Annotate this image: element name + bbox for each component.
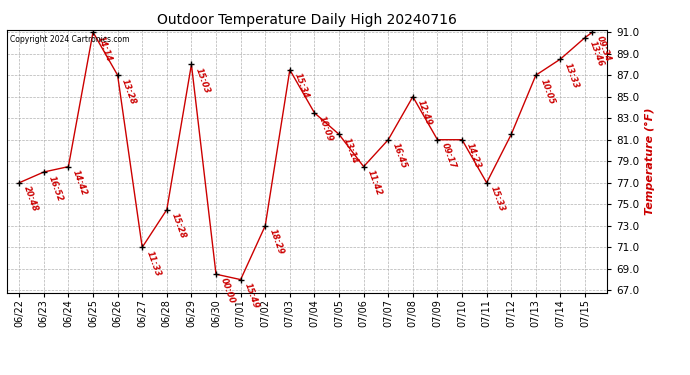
Text: 10:05: 10:05 [538, 77, 556, 106]
Text: 13:33: 13:33 [563, 61, 580, 90]
Text: 16:45: 16:45 [391, 142, 408, 170]
Text: 11:42: 11:42 [366, 169, 384, 197]
Text: 14:42: 14:42 [71, 169, 88, 197]
Text: 09:34: 09:34 [595, 34, 613, 63]
Text: 12:49: 12:49 [415, 99, 433, 127]
Text: 11:33: 11:33 [145, 249, 162, 278]
Text: 20:48: 20:48 [21, 185, 39, 213]
Text: 13:14: 13:14 [342, 136, 359, 165]
Text: 13:28: 13:28 [120, 77, 138, 106]
Text: 15:34: 15:34 [293, 72, 310, 100]
Text: Copyright 2024 Cartronics.com: Copyright 2024 Cartronics.com [10, 35, 130, 44]
Text: 15:33: 15:33 [489, 185, 506, 213]
Text: 09:17: 09:17 [440, 142, 457, 170]
Text: 13:46: 13:46 [587, 40, 605, 68]
Text: 15:49: 15:49 [243, 282, 261, 310]
Title: Outdoor Temperature Daily High 20240716: Outdoor Temperature Daily High 20240716 [157, 13, 457, 27]
Text: 18:29: 18:29 [268, 228, 286, 256]
Y-axis label: Temperature (°F): Temperature (°F) [645, 108, 655, 215]
Text: 00:00: 00:00 [219, 276, 236, 305]
Text: 15:03: 15:03 [194, 67, 212, 95]
Text: 10:09: 10:09 [317, 115, 335, 143]
Text: 14:23: 14:23 [464, 142, 482, 170]
Text: 14:14: 14:14 [95, 34, 113, 63]
Text: 15:28: 15:28 [169, 212, 187, 240]
Text: 16:52: 16:52 [46, 174, 64, 202]
